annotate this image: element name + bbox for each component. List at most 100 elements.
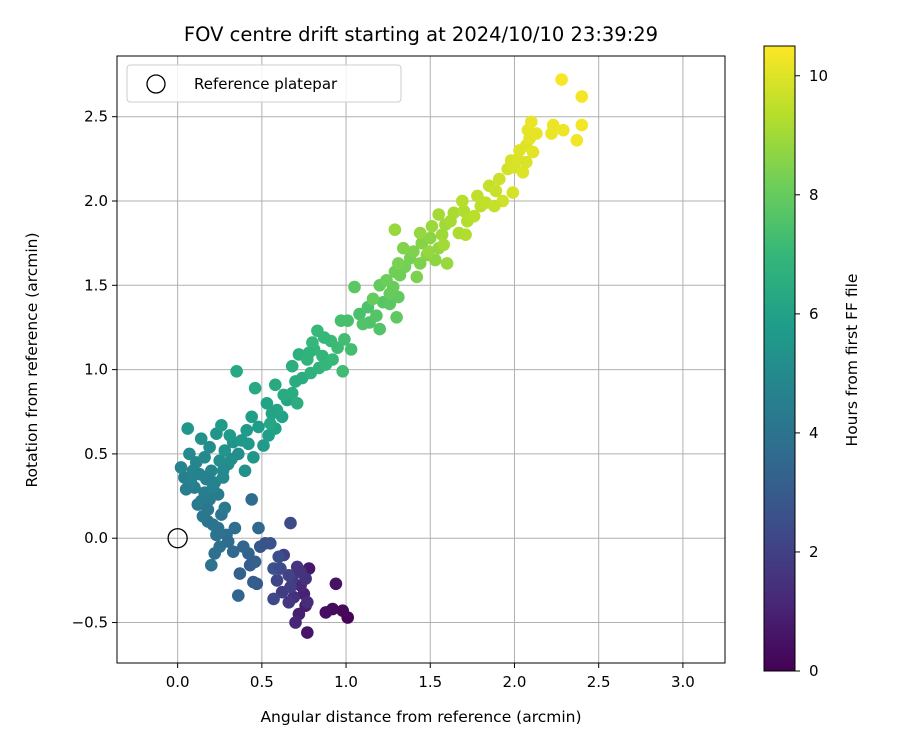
data-point — [247, 451, 260, 464]
data-point — [200, 472, 213, 486]
grid — [117, 56, 725, 663]
data-point — [252, 521, 265, 535]
data-point — [392, 257, 405, 270]
data-point — [422, 245, 435, 258]
data-point — [289, 375, 302, 388]
data-point — [397, 241, 410, 255]
data-point — [232, 589, 245, 602]
data-point — [218, 444, 232, 457]
data-point — [336, 604, 350, 617]
data-point — [471, 189, 484, 203]
data-point — [181, 422, 194, 435]
data-point — [525, 115, 538, 129]
data-point — [356, 317, 370, 331]
data-point — [331, 341, 344, 355]
data-point — [245, 493, 258, 506]
data-point — [198, 451, 211, 464]
x-axis-ticks: 0.0 0.5 1.0 1.5 2.0 2.5 3.0 — [166, 663, 695, 691]
data-point — [302, 346, 316, 360]
colorbar-gradient — [763, 45, 796, 672]
data-point — [326, 353, 339, 366]
x-tick-label: 2.0 — [503, 673, 527, 691]
data-point — [272, 550, 286, 564]
data-point — [238, 464, 252, 478]
data-point — [546, 118, 560, 132]
data-point — [213, 454, 226, 468]
y-tick-label: 1.0 — [84, 361, 108, 379]
data-point — [257, 439, 270, 452]
colorbar-tick-label: 2 — [809, 543, 819, 561]
data-point — [432, 208, 446, 221]
data-point — [285, 359, 299, 373]
data-point — [341, 314, 355, 328]
data-point — [557, 123, 570, 137]
data-point — [336, 365, 350, 378]
data-point — [237, 540, 250, 553]
colorbar-tick-label: 8 — [809, 186, 819, 204]
data-point — [506, 186, 520, 199]
data-point — [289, 616, 302, 629]
data-point — [186, 464, 200, 478]
data-point — [269, 378, 282, 392]
reference-platepar-marker — [167, 528, 188, 549]
data-point — [457, 204, 471, 218]
x-tick-label: 0.5 — [250, 673, 274, 691]
data-point — [206, 481, 220, 494]
x-tick-label: 2.5 — [587, 673, 611, 691]
data-point — [380, 274, 393, 287]
data-point — [282, 596, 296, 609]
data-point — [218, 501, 232, 515]
data-point — [260, 397, 274, 410]
data-point — [344, 343, 358, 356]
data-point — [493, 172, 506, 186]
colorbar: 0 2 4 6 8 10 Hours from first FF file — [763, 45, 861, 680]
legend: Reference platepar — [126, 64, 402, 103]
data-point — [407, 245, 420, 258]
data-point — [570, 134, 584, 147]
data-point — [270, 574, 284, 587]
data-point — [575, 118, 589, 132]
data-point — [435, 228, 449, 241]
data-point — [267, 592, 280, 606]
data-point — [447, 206, 461, 220]
data-point — [413, 257, 427, 270]
data-point — [240, 424, 253, 437]
data-point — [233, 567, 247, 580]
y-axis-label: Rotation from reference (arcmin) — [23, 232, 41, 487]
data-point — [290, 397, 304, 410]
colorbar-tick-label: 0 — [809, 662, 819, 680]
data-point — [264, 417, 277, 430]
data-point — [215, 419, 228, 432]
chart-title: FOV centre drift starting at 2024/10/10 … — [184, 23, 658, 46]
y-tick-label: 2.5 — [84, 108, 108, 126]
colorbar-tick-label: 10 — [809, 67, 828, 85]
data-point — [373, 322, 387, 336]
data-point — [366, 292, 380, 306]
data-point — [245, 410, 258, 424]
data-point — [516, 166, 530, 179]
y-tick-label: 0.0 — [84, 529, 108, 547]
data-point — [183, 447, 196, 461]
data-point — [221, 535, 235, 548]
data-points — [167, 73, 589, 639]
x-tick-label: 0.0 — [166, 673, 190, 691]
data-point — [370, 309, 383, 323]
data-point — [440, 257, 454, 270]
x-tick-label: 1.0 — [334, 673, 358, 691]
data-point — [413, 226, 427, 240]
data-point — [285, 386, 299, 400]
y-tick-label: 1.5 — [84, 276, 108, 294]
data-point — [201, 503, 215, 516]
data-point — [488, 199, 501, 213]
legend-box — [126, 64, 402, 103]
data-point — [258, 537, 272, 550]
y-tick-label: −0.5 — [72, 614, 108, 632]
data-point — [456, 194, 469, 208]
data-point — [226, 545, 240, 558]
data-point — [223, 429, 237, 442]
data-point — [211, 521, 225, 535]
data-point — [383, 297, 397, 311]
data-point — [489, 184, 503, 198]
data-point — [194, 432, 208, 446]
data-point — [353, 307, 366, 321]
